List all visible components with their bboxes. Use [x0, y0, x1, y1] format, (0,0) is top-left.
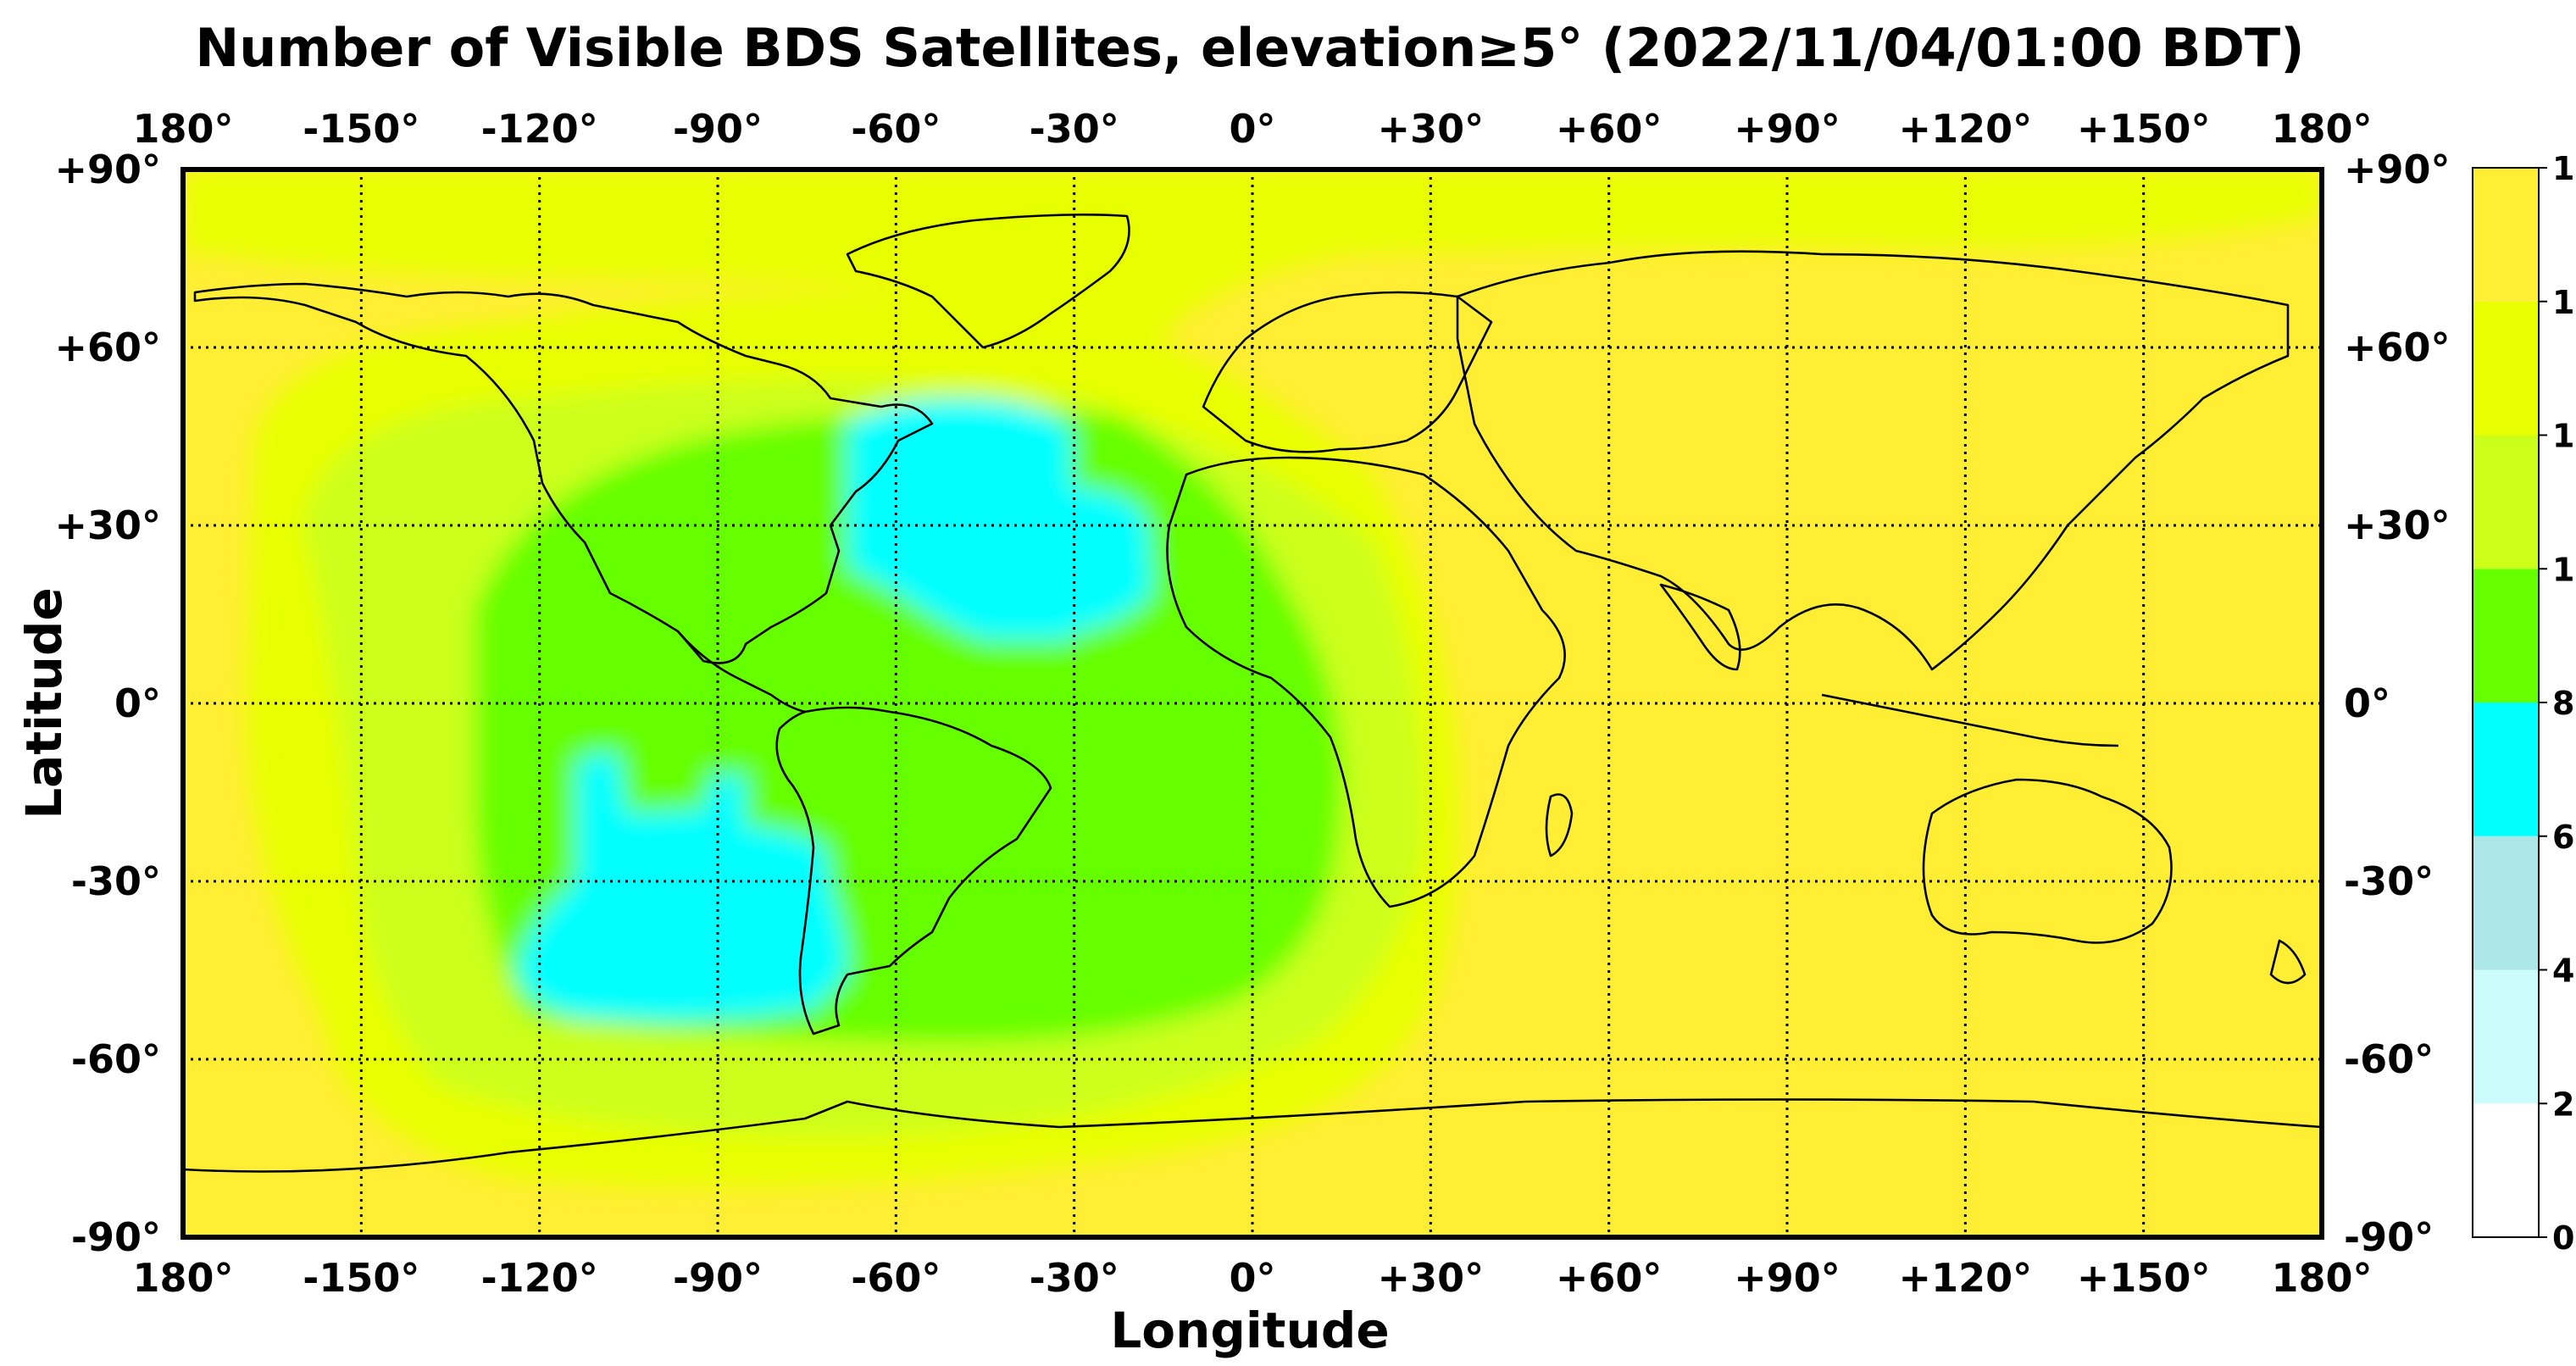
colorbar-tick-label: 16 — [2552, 150, 2576, 187]
map-frame — [180, 167, 2324, 1240]
x-tick-label-top: -90° — [673, 106, 763, 152]
indonesia-outline — [1821, 693, 2119, 747]
visibility-field — [183, 169, 2322, 1188]
y-tick-label-left: -90° — [71, 1214, 161, 1260]
x-tick-label-bottom: +150° — [2077, 1255, 2211, 1301]
colorbar-tick-label: 14 — [2552, 284, 2576, 321]
colorbar-tick-label: 8 — [2552, 685, 2574, 722]
x-tick-label-top: +90° — [1734, 106, 1840, 152]
x-tick-label-bottom: -120° — [481, 1255, 598, 1301]
y-tick-label-right: +30° — [2344, 503, 2451, 548]
x-tick-label-top: 180° — [2271, 106, 2372, 152]
colorbar-segment — [2473, 168, 2539, 302]
x-tick-label-bottom: +30° — [1378, 1255, 1485, 1301]
colorbar-segment — [2473, 1103, 2539, 1237]
colorbar-tick-label: 2 — [2552, 1086, 2574, 1123]
central-america-outline — [677, 630, 806, 714]
contour-6-8-north-atlantic — [847, 398, 1152, 640]
x-tick-label-bottom: 0° — [1229, 1255, 1275, 1301]
coastlines — [183, 214, 2322, 1173]
colorbar-segment — [2473, 702, 2539, 836]
colorbar-segment — [2473, 969, 2539, 1104]
x-tick-label-bottom: -30° — [1030, 1255, 1119, 1301]
x-tick-label-top: -120° — [481, 106, 598, 152]
x-tick-label-top: +150° — [2077, 106, 2211, 152]
india-outline — [1659, 583, 1741, 671]
x-tick-label-bottom: 180° — [2271, 1255, 2372, 1301]
colorbar-segment — [2473, 569, 2539, 702]
africa-outline — [1166, 456, 1566, 908]
map-area — [183, 169, 2322, 1237]
colorbar-tick-label: 4 — [2552, 952, 2574, 990]
y-tick-label-left: +90° — [54, 147, 161, 192]
y-tick-label-right: -60° — [2344, 1036, 2434, 1082]
new-zealand-outline — [2269, 939, 2307, 985]
north-america-outline — [193, 282, 934, 664]
x-tick-label-top: 180° — [132, 106, 233, 152]
colorbar: 0 2 4 6 8 10 12 14 16 — [2472, 150, 2576, 1257]
y-tick-label-left: +60° — [54, 325, 161, 370]
x-ticks-bottom: 180° -150° -120° -90° -60° -30° 0° +30° +60° +90°… — [132, 1255, 2372, 1301]
chart-title: Number of Visible BDS Satellites, elevat… — [195, 17, 2304, 79]
x-tick-label-bottom: -60° — [851, 1255, 941, 1301]
y-tick-label-right: +90° — [2344, 147, 2451, 192]
contour-6-8-south-pacific — [517, 752, 847, 1021]
x-tick-label-top: +60° — [1556, 106, 1663, 152]
x-tick-label-top: +30° — [1378, 106, 1485, 152]
x-tick-label-bottom: +120° — [1899, 1255, 2033, 1301]
x-tick-label-top: -60° — [851, 106, 941, 152]
colorbar-tick-label: 12 — [2552, 418, 2576, 455]
x-tick-label-bottom: -150° — [303, 1255, 419, 1301]
colorbar-tick-label: 10 — [2552, 551, 2576, 588]
y-ticks-left: +90° +60° +30° 0° -30° -60° -90° — [54, 147, 161, 1260]
y-tick-label-left: 0° — [114, 680, 161, 726]
australia-outline — [1922, 778, 2173, 944]
x-ticks-top: 180° -150° -120° -90° -60° -30° 0° +30° +60° +90°… — [132, 106, 2372, 152]
colorbar-segment — [2473, 435, 2539, 569]
x-tick-label-top: 0° — [1229, 106, 1275, 152]
y-axis-label: Latitude — [15, 587, 73, 819]
colorbar-tick-label: 6 — [2552, 819, 2574, 856]
colorbar-segment — [2473, 836, 2539, 970]
x-tick-label-bottom: +60° — [1556, 1255, 1663, 1301]
y-tick-label-left: +30° — [54, 503, 161, 548]
madagascar-outline — [1545, 793, 1574, 858]
antarctica-outline — [183, 1098, 2322, 1173]
x-tick-label-top: -30° — [1030, 106, 1119, 152]
y-tick-label-left: -30° — [71, 858, 161, 904]
x-tick-label-bottom: 180° — [132, 1255, 233, 1301]
greenland-outline — [846, 214, 1130, 349]
y-tick-label-right: +60° — [2344, 325, 2451, 370]
x-axis-label: Longitude — [1110, 1302, 1389, 1359]
x-tick-label-bottom: +90° — [1734, 1255, 1840, 1301]
asia-outline — [1456, 250, 2290, 671]
x-tick-label-top: +120° — [1899, 106, 2033, 152]
colorbar-tick-label: 0 — [2552, 1219, 2574, 1257]
europe-outline — [1202, 291, 1493, 453]
y-tick-label-left: -60° — [71, 1036, 161, 1082]
y-tick-label-right: 0° — [2344, 680, 2390, 726]
x-tick-label-bottom: -90° — [673, 1255, 763, 1301]
y-tick-label-right: -30° — [2344, 858, 2434, 904]
colorbar-segment — [2473, 301, 2539, 436]
x-tick-label-top: -150° — [303, 106, 419, 152]
y-tick-label-right: -90° — [2344, 1214, 2434, 1260]
grid-lines — [183, 169, 2322, 1237]
y-ticks-right: +90° +60° +30° 0° -30° -60° -90° — [2344, 147, 2451, 1260]
south-america-outline — [775, 706, 1052, 1036]
